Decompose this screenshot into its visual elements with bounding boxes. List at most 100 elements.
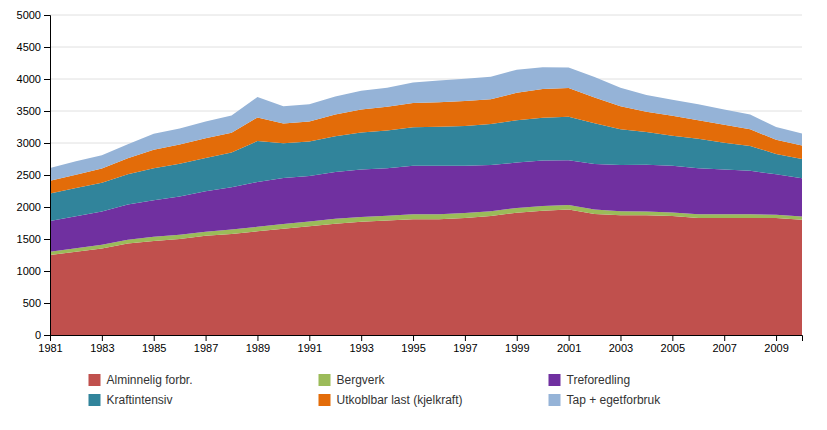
y-tick-mark [44,335,50,336]
y-tick-label: 4500 [17,41,41,53]
x-tick-label: 2005 [661,342,685,354]
y-tick-label: 3500 [17,105,41,117]
x-tick: 2009 [764,335,788,354]
y-tick-mark [44,175,50,176]
legend-label: Alminnelig forbr. [107,373,193,387]
y-tick-label: 500 [23,297,41,309]
y-tick-label: 1500 [17,233,41,245]
x-tick-mark [465,335,466,341]
y-axis: 0500100015002000250030003500400045005000 [17,9,51,341]
legend-item: Treforedling [549,373,631,387]
y-tick-label: 2500 [17,169,41,181]
legend-item: Bergverk [319,373,386,387]
x-tick-label: 1985 [142,342,166,354]
x-tick-label: 1995 [401,342,425,354]
x-tick: 1981 [38,335,62,354]
legend-swatch [549,394,561,406]
y-tick-label: 1000 [17,265,41,277]
x-tick: 1983 [90,335,114,354]
legend-swatch [89,394,101,406]
legend-label: Kraftintensiv [107,393,173,407]
y-tick-label: 3000 [17,137,41,149]
legend-item: Tap + egetforbruk [549,393,662,407]
x-tick-mark [569,335,570,341]
grid [50,15,802,335]
x-tick: 2007 [712,335,736,354]
x-tick-label: 1997 [453,342,477,354]
x-tick-mark [620,335,621,341]
x-tick-mark [102,335,103,341]
legend-label: Treforedling [567,373,631,387]
x-tick-label: 2009 [764,342,788,354]
x-tick-label: 1999 [505,342,529,354]
grid-line [50,47,802,48]
grid-line [50,15,802,16]
x-tick-mark [776,335,777,341]
x-tick-mark [206,335,207,341]
y-tick-mark [44,111,50,112]
y-tick-label: 5000 [17,9,41,21]
x-tick-label: 1991 [298,342,322,354]
y-tick-label: 2000 [17,201,41,213]
x-tick-label: 1983 [90,342,114,354]
x-tick-label: 1989 [246,342,270,354]
x-tick: 2003 [609,335,633,354]
x-tick-mark [724,335,725,341]
legend-swatch [319,374,331,386]
y-tick: 5000 [17,9,50,21]
x-tick: 1993 [349,335,373,354]
legend-label: Utkoblbar last (kjelkraft) [337,393,463,407]
x-axis-line [51,336,803,342]
grid-line [50,79,802,80]
plot: 1981 1983 1985 1987 1989 1991 1993 1995 1997 1999… [17,9,803,354]
x-tick-label: 1987 [194,342,218,354]
y-tick: 4000 [17,73,50,85]
y-tick: 500 [23,297,50,309]
y-tick-label: 4000 [17,73,41,85]
y-tick-mark [44,207,50,208]
x-tick-label: 1993 [349,342,373,354]
y-axis-line [44,16,51,336]
x-tick: 1997 [453,335,477,354]
x-tick: 1999 [505,335,529,354]
legend: Alminnelig forbr. Bergverk Treforedling Kra… [89,373,662,407]
x-tick-label: 2007 [712,342,736,354]
x-tick-mark [154,335,155,341]
y-tick-mark [44,239,50,240]
x-tick: 2005 [661,335,685,354]
x-tick: 2001 [557,335,581,354]
legend-label: Tap + egetforbruk [567,393,662,407]
x-tick-label: 2001 [557,342,581,354]
y-tick: 2500 [17,169,50,181]
x-tick-mark [361,335,362,341]
legend-item: Utkoblbar last (kjelkraft) [319,393,463,407]
legend-item: Kraftintensiv [89,393,173,407]
x-tick-label: 1981 [38,342,62,354]
legend-swatch [319,394,331,406]
areas [50,67,802,335]
y-tick-mark [44,303,50,304]
x-tick-label: 2003 [609,342,633,354]
legend-swatch [549,374,561,386]
x-tick: 1987 [194,335,218,354]
x-axis: 1981 1983 1985 1987 1989 1991 1993 1995 1997 1999… [38,335,802,354]
y-tick-mark [44,271,50,272]
x-tick-mark [413,335,414,341]
y-tick: 2000 [17,201,50,213]
x-tick: 1989 [246,335,270,354]
y-tick-mark [44,79,50,80]
y-tick: 4500 [17,41,50,53]
x-tick-mark [309,335,310,341]
legend-swatch [89,374,101,386]
y-tick: 1000 [17,265,50,277]
y-tick-mark [44,47,50,48]
y-tick: 3000 [17,137,50,149]
chart: 1981 1983 1985 1987 1989 1991 1993 1995 1997 1999… [0,0,827,430]
legend-item: Alminnelig forbr. [89,373,193,387]
y-tick-mark [44,143,50,144]
x-tick-mark [672,335,673,341]
y-tick: 1500 [17,233,50,245]
legend-label: Bergverk [337,373,386,387]
y-tick-mark [44,15,50,16]
x-tick: 1995 [401,335,425,354]
